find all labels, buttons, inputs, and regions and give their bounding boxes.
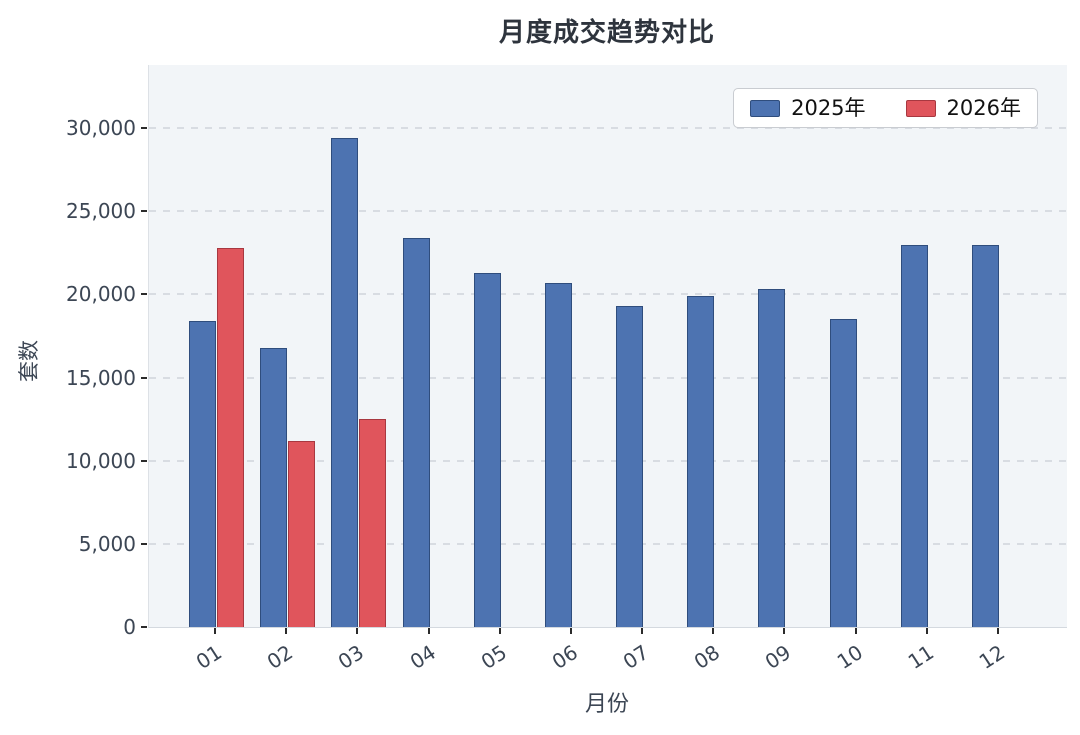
y-tick-mark bbox=[141, 542, 147, 545]
x-tick-label: 02 bbox=[262, 640, 298, 674]
x-tick-mark bbox=[569, 628, 572, 634]
x-tick-label: 04 bbox=[405, 640, 440, 674]
y-tick-label: 25,000 bbox=[66, 199, 136, 224]
y-tick-label: 0 bbox=[123, 615, 136, 639]
y-tick-label: 30,000 bbox=[66, 116, 136, 141]
x-tick-label: 06 bbox=[547, 640, 582, 674]
chart-title: 月度成交趋势对比 bbox=[498, 18, 715, 48]
y-tick-mark bbox=[141, 210, 147, 213]
gridline bbox=[149, 376, 1067, 379]
plot-area: 2025年 2026年 bbox=[148, 65, 1067, 628]
y-tick-mark bbox=[141, 459, 147, 462]
x-tick-label: 09 bbox=[761, 640, 796, 674]
x-tick-mark bbox=[925, 628, 928, 634]
x-tick-mark bbox=[783, 628, 786, 634]
bar-2025-10 bbox=[829, 319, 857, 627]
x-tick-mark bbox=[996, 628, 999, 634]
bar-2025-12 bbox=[971, 244, 999, 627]
legend: 2025年 2026年 bbox=[733, 88, 1038, 128]
x-tick-label: 01 bbox=[191, 640, 227, 674]
gridline bbox=[149, 293, 1067, 296]
x-tick-mark bbox=[214, 628, 216, 634]
x-tick-mark bbox=[854, 628, 857, 634]
x-tick-mark bbox=[356, 628, 359, 634]
y-tick-label: 10,000 bbox=[66, 448, 136, 473]
x-tick-mark bbox=[427, 628, 430, 634]
bar-2025-04 bbox=[402, 237, 430, 627]
x-tick-label: 10 bbox=[832, 640, 867, 674]
gridline bbox=[149, 459, 1067, 462]
x-tick-label: 03 bbox=[334, 640, 369, 674]
x-axis-label: 月份 bbox=[584, 692, 629, 717]
gridline bbox=[149, 210, 1067, 213]
y-tick-mark bbox=[141, 293, 147, 296]
x-tick-mark bbox=[641, 628, 644, 634]
y-tick-label: 5,000 bbox=[78, 531, 136, 556]
y-tick-label: 20,000 bbox=[66, 282, 136, 307]
bar-2026-03 bbox=[358, 419, 386, 627]
bar-2025-03 bbox=[331, 138, 359, 627]
x-tick-mark bbox=[285, 628, 288, 634]
x-tick-label: 08 bbox=[689, 640, 725, 674]
bar-2026-01 bbox=[216, 247, 244, 627]
y-tick-mark bbox=[141, 626, 147, 628]
x-tick-label: 11 bbox=[903, 640, 938, 674]
bar-2025-02 bbox=[260, 347, 288, 627]
gridline bbox=[149, 127, 1067, 130]
bar-2025-01 bbox=[189, 321, 216, 627]
x-tick-label: 05 bbox=[476, 640, 511, 674]
legend-label-2026: 2026年 bbox=[946, 95, 1021, 120]
legend-swatch-2025 bbox=[750, 99, 781, 117]
gridline bbox=[149, 542, 1067, 545]
y-tick-mark bbox=[141, 376, 147, 379]
bar-2025-06 bbox=[544, 282, 572, 627]
bar-2026-02 bbox=[287, 440, 315, 627]
y-axis-label: 套数 bbox=[17, 340, 41, 382]
bar-2025-08 bbox=[687, 296, 715, 627]
x-tick-mark bbox=[712, 628, 715, 634]
bar-2025-07 bbox=[616, 306, 644, 627]
y-tick-label: 15,000 bbox=[66, 365, 136, 390]
x-tick-label: 12 bbox=[974, 640, 1010, 674]
x-tick-label: 07 bbox=[618, 640, 654, 674]
legend-label-2025: 2025年 bbox=[791, 95, 866, 120]
bar-2025-09 bbox=[758, 289, 786, 627]
bar-2025-11 bbox=[900, 244, 928, 627]
y-tick-mark bbox=[141, 127, 147, 130]
legend-item-2025: 2025年 bbox=[750, 95, 866, 120]
legend-item-2026: 2026年 bbox=[905, 95, 1021, 120]
bar-2025-05 bbox=[473, 272, 501, 627]
x-tick-mark bbox=[498, 628, 501, 634]
legend-swatch-2026 bbox=[905, 99, 936, 117]
